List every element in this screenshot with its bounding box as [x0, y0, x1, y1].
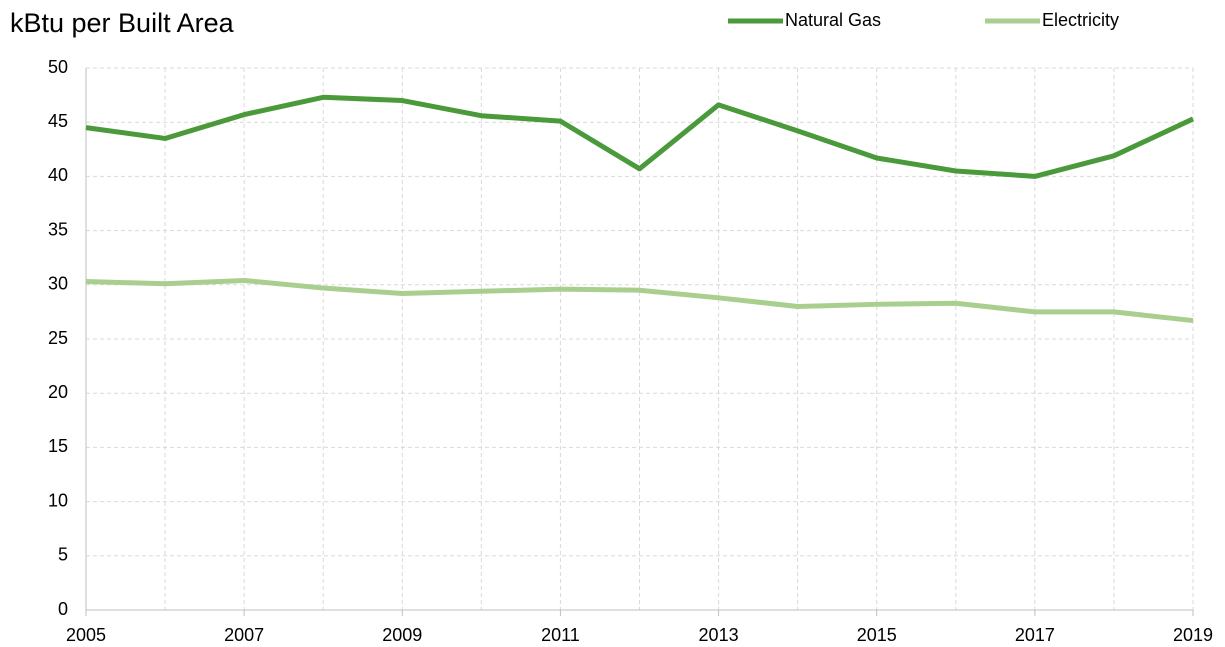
x-tick-label: 2013 [699, 625, 739, 645]
y-tick-label: 40 [48, 165, 68, 185]
x-tick-label: 2007 [224, 625, 264, 645]
x-tick-label: 2019 [1173, 625, 1213, 645]
legend-label: Natural Gas [785, 10, 881, 30]
legend-label: Electricity [1042, 10, 1119, 30]
y-tick-label: 5 [58, 545, 68, 565]
y-tick-label: 25 [48, 328, 68, 348]
x-tick-label: 2005 [66, 625, 106, 645]
x-tick-label: 2017 [1015, 625, 1055, 645]
x-tick-label: 2011 [541, 625, 580, 645]
x-tick-label: 2009 [382, 625, 422, 645]
y-tick-label: 10 [48, 490, 68, 510]
x-tick-label: 2015 [857, 625, 897, 645]
series-line [85, 94, 1195, 179]
y-tick-label: 30 [48, 274, 68, 294]
chart-title: kBtu per Built Area [10, 8, 235, 38]
series-line [85, 277, 1194, 324]
y-tick-label: 0 [58, 599, 68, 619]
y-tick-label: 20 [48, 382, 68, 402]
y-tick-label: 50 [48, 57, 68, 77]
y-tick-label: 35 [48, 219, 68, 239]
y-tick-label: 45 [48, 111, 68, 131]
y-tick-label: 15 [48, 436, 68, 456]
